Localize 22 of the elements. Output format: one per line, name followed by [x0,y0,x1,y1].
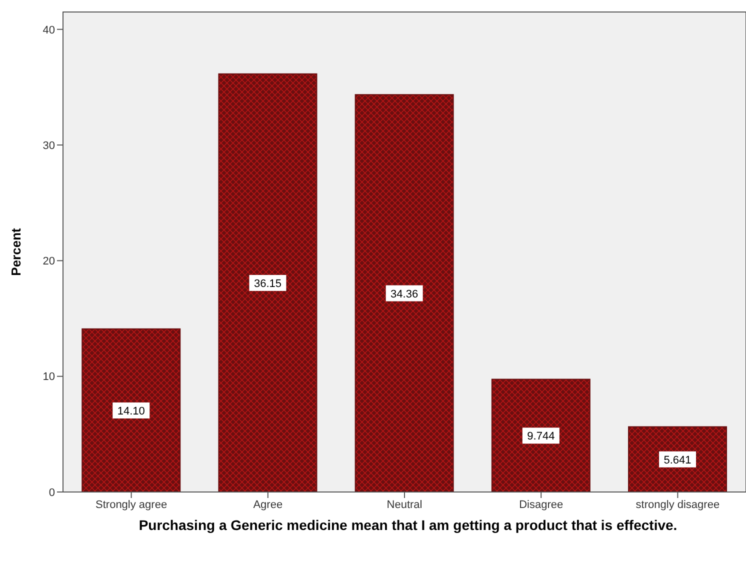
data-label: 5.641 [664,454,692,466]
y-tick-label: 40 [42,24,55,36]
y-axis-title: Percent [8,227,24,276]
x-axis-title: Purchasing a Generic medicine mean that I am getting a product that is effective. [138,517,678,533]
data-label: 36.15 [254,278,282,290]
x-tick-label: Strongly agree [96,498,168,511]
x-tick-label: Neutral [386,498,422,511]
x-tick-label: Agree [253,498,283,511]
bar [491,378,590,492]
data-label: 34.36 [390,288,418,300]
y-tick-label: 20 [42,256,55,268]
bar [628,426,728,492]
x-tick-label: strongly disagree [636,498,720,511]
data-label: 14.10 [117,405,145,418]
y-tick-label: 30 [42,140,55,152]
y-tick-label: 10 [42,371,55,384]
bar [218,73,318,492]
x-tick-label: Disagree [519,498,564,511]
y-tick-label: 0 [48,486,55,499]
bar [82,328,181,492]
data-label: 9.744 [527,430,555,443]
bar [354,94,454,492]
